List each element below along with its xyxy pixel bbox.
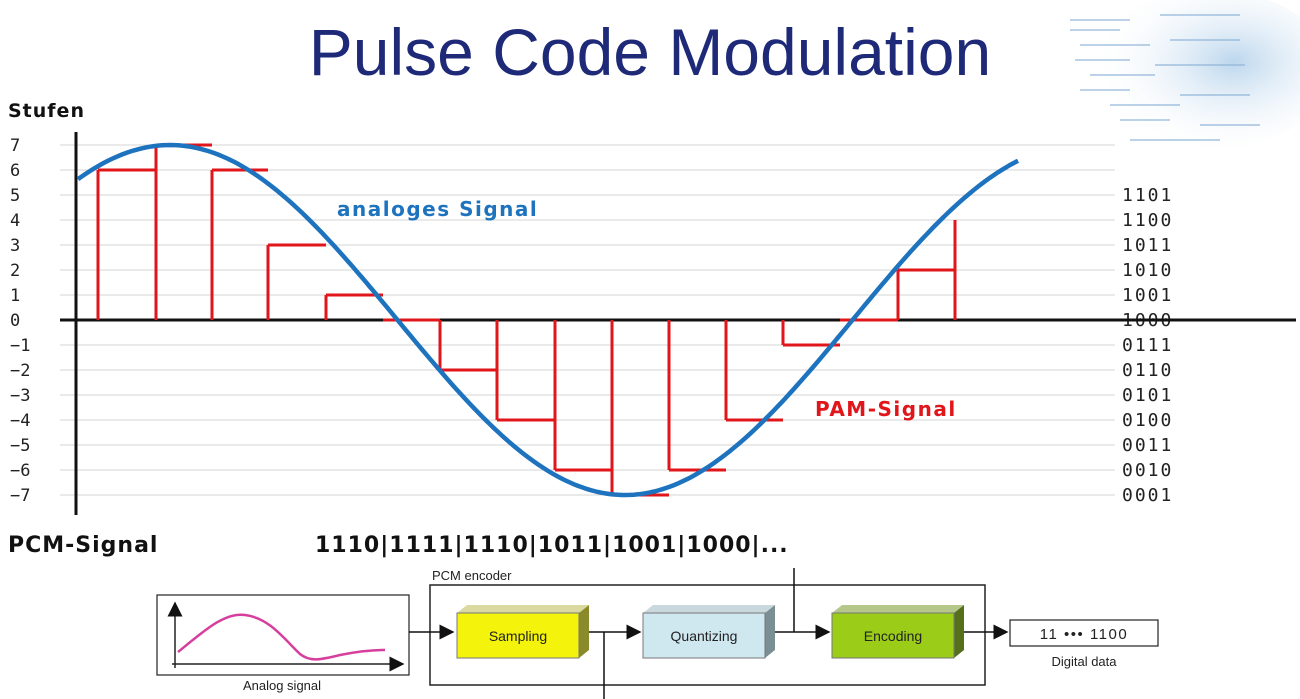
y-tick-label: −1 bbox=[10, 336, 30, 356]
y-tick-label: −5 bbox=[10, 436, 30, 456]
binary-code-label: 1011 bbox=[1122, 235, 1173, 256]
mini-analog-wave bbox=[177, 613, 386, 661]
binary-code-label: 0101 bbox=[1122, 385, 1173, 406]
y-tick-labels: 7 6 5 4 3 2 1 0 −1 −2 −3 −4 −5 −6 −7 bbox=[10, 136, 30, 506]
binary-code-label: 1100 bbox=[1122, 210, 1173, 231]
binary-code-label: 1010 bbox=[1122, 260, 1173, 281]
y-tick-label: −6 bbox=[10, 461, 30, 481]
y-tick-label: 3 bbox=[10, 236, 20, 256]
binary-code-labels: 1101110010111010100110000111011001010100… bbox=[1122, 185, 1173, 506]
y-tick-label: −3 bbox=[10, 386, 30, 406]
pam-signal bbox=[96, 143, 957, 497]
binary-code-label: 0110 bbox=[1122, 360, 1173, 381]
y-tick-label: 5 bbox=[10, 186, 20, 206]
sampling-block: Sampling bbox=[456, 605, 589, 659]
pcm-chart: Stufen 7 6 5 4 3 2 1 0 −1 −2 −3 −4 −5 −6 −7 1101 1100 10… bbox=[8, 100, 1296, 515]
y-tick-label: −4 bbox=[10, 411, 30, 431]
decorative-watermark-icon bbox=[1070, 0, 1300, 150]
y-tick-label: 0 bbox=[10, 311, 20, 331]
pcm-code-sequence: 1110|1111|1110|1011|1001|1000|... bbox=[315, 533, 789, 558]
analog-signal-line bbox=[76, 142, 1020, 498]
binary-code-label: 0111 bbox=[1122, 335, 1173, 356]
binary-code-label: 0100 bbox=[1122, 410, 1173, 431]
y-tick-label: 2 bbox=[10, 261, 20, 281]
pcm-signal-label: PCM-Signal bbox=[8, 533, 159, 558]
binary-code-label: 1101 bbox=[1122, 185, 1173, 206]
encoding-block: Encoding bbox=[831, 605, 964, 659]
binary-code-label: 0010 bbox=[1122, 460, 1173, 481]
binary-code-label: 0001 bbox=[1122, 485, 1173, 506]
sampling-label: Sampling bbox=[489, 628, 547, 644]
binary-code-label: 0011 bbox=[1122, 435, 1173, 456]
y-tick-label: −7 bbox=[10, 486, 30, 506]
y-tick-label: 4 bbox=[10, 211, 20, 231]
encoder-title: PCM encoder bbox=[432, 568, 512, 583]
y-tick-label: 7 bbox=[10, 136, 20, 156]
page-title: Pulse Code Modulation bbox=[308, 15, 992, 89]
y-tick-label: 1 bbox=[10, 286, 20, 306]
binary-code-label: 1001 bbox=[1122, 285, 1173, 306]
encoding-label: Encoding bbox=[864, 628, 922, 644]
analog-signal-caption: Analog signal bbox=[243, 678, 321, 693]
encoder-box bbox=[429, 584, 986, 686]
pam-series-label: PAM-Signal bbox=[815, 397, 957, 421]
grid-lines bbox=[60, 144, 1115, 496]
quantizing-label: Quantizing bbox=[671, 628, 738, 644]
y-axis-title: Stufen bbox=[8, 100, 85, 122]
analog-series-label: analoges Signal bbox=[337, 197, 538, 221]
analog-signal-box bbox=[156, 594, 410, 676]
quantizing-block: Quantizing bbox=[642, 605, 775, 659]
digital-data-value: 11 ••• 1100 bbox=[1040, 626, 1128, 643]
y-tick-label: 6 bbox=[10, 161, 20, 181]
digital-data-box bbox=[1009, 619, 1159, 647]
digital-data-caption: Digital data bbox=[1051, 654, 1117, 669]
y-tick-label: −2 bbox=[10, 361, 30, 381]
